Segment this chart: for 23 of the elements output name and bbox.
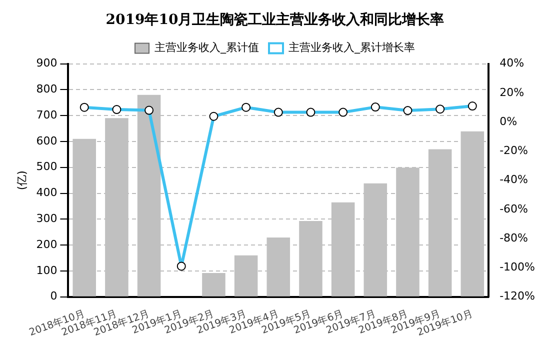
- y2-tick-label: -60%: [500, 202, 528, 216]
- y2-tick-label: 20%: [500, 86, 524, 99]
- legend-label: 主营业务收入_累计增长率: [288, 41, 415, 54]
- y-tick-label: 100: [36, 264, 58, 277]
- y2-tick-label: 40%: [500, 56, 524, 70]
- y-axis-title: (亿): [15, 170, 28, 190]
- chart-title: 2019年10月卫生陶瓷工业主营业务收入和同比增长率: [106, 11, 444, 28]
- y-tick-label: 200: [36, 238, 58, 251]
- y2-tick-label: 0%: [500, 114, 518, 128]
- y-tick-label: 600: [36, 134, 58, 148]
- y-tick-label: 500: [36, 160, 58, 174]
- y2-tick-label: -80%: [500, 231, 528, 244]
- y-tick-label: 800: [36, 82, 58, 96]
- y-tick-label: 0: [50, 290, 58, 303]
- y-tick-label: 700: [36, 108, 58, 122]
- y-tick-label: 300: [36, 212, 58, 226]
- y-tick-label: 400: [36, 186, 58, 200]
- y-tick-label: 900: [36, 56, 58, 70]
- y2-tick-label: -40%: [500, 173, 528, 186]
- y2-tick-label: -120%: [500, 290, 536, 303]
- legend-label: 主营业务收入_累计值: [154, 41, 259, 54]
- y2-tick-label: -100%: [500, 260, 536, 274]
- y2-tick-label: -20%: [500, 144, 528, 158]
